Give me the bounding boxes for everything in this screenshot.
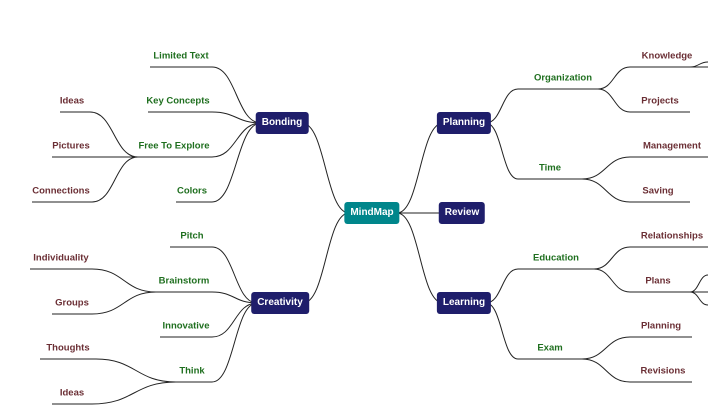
node-groups[interactable]: Groups	[55, 297, 89, 309]
link-think-child-0	[95, 358, 177, 383]
root-node-mindmap[interactable]: MindMap	[344, 202, 400, 224]
node-key-concepts[interactable]: Key Concepts	[146, 95, 210, 107]
node-planning[interactable]: Planning	[436, 112, 492, 134]
node-individuality[interactable]: Individuality	[33, 252, 89, 264]
node-knowledge[interactable]: Knowledge	[641, 50, 693, 62]
link-knowledge-continuation	[689, 61, 708, 68]
link-creativity-child-3	[211, 302, 258, 383]
node-organization[interactable]: Organization	[533, 72, 593, 84]
node-time[interactable]: Time	[538, 162, 562, 174]
link-think-child-1	[91, 381, 177, 405]
link-exam-child-1	[581, 358, 631, 383]
link-organization-child-1	[597, 88, 631, 113]
node-thoughts[interactable]: Thoughts	[46, 342, 90, 354]
node-revisions[interactable]: Revisions	[640, 365, 686, 377]
link-time-child-1	[581, 178, 631, 203]
link-plans-continuation-c	[689, 291, 708, 306]
link-root-bonding	[301, 122, 350, 214]
node-limited-text[interactable]: Limited Text	[153, 50, 209, 62]
link-root-planning	[396, 122, 444, 214]
node-learning[interactable]: Learning	[436, 292, 492, 314]
node-plans[interactable]: Plans	[645, 275, 671, 287]
link-exam-child-0	[581, 336, 631, 360]
node-ideas-think[interactable]: Ideas	[59, 387, 85, 399]
link-education-child-1	[593, 268, 631, 293]
link-education-child-0	[593, 246, 631, 270]
node-management[interactable]: Management	[642, 140, 702, 152]
link-creativity-child-0	[211, 246, 258, 304]
link-organization-child-0	[597, 66, 631, 90]
node-think[interactable]: Think	[179, 365, 205, 377]
link-bonding-child-2	[211, 122, 262, 158]
link-fte-child-0	[89, 111, 139, 158]
link-plans-continuation-a	[689, 274, 708, 293]
node-projects[interactable]: Projects	[641, 95, 679, 107]
link-bonding-child-1	[211, 111, 262, 124]
node-innovative[interactable]: Innovative	[162, 320, 210, 332]
node-planning-exam[interactable]: Planning	[640, 320, 682, 332]
node-pitch[interactable]: Pitch	[180, 230, 204, 242]
link-time-child-0	[581, 156, 631, 180]
node-saving[interactable]: Saving	[642, 185, 674, 197]
node-connections[interactable]: Connections	[32, 185, 90, 197]
link-root-creativity	[302, 212, 350, 304]
node-brainstorm[interactable]: Brainstorm	[158, 275, 210, 287]
node-bonding[interactable]: Bonding	[255, 112, 309, 134]
node-ideas-bonding[interactable]: Ideas	[59, 95, 85, 107]
node-relationships[interactable]: Relationships	[640, 230, 704, 242]
node-pictures[interactable]: Pictures	[52, 140, 90, 152]
link-fte-child-2	[91, 156, 139, 203]
node-review[interactable]: Review	[438, 202, 486, 224]
link-brainstorm-child-1	[91, 291, 157, 315]
node-creativity[interactable]: Creativity	[251, 292, 309, 314]
node-exam[interactable]: Exam	[537, 342, 563, 354]
node-free-to-explore[interactable]: Free To Explore	[138, 140, 210, 152]
link-root-learning	[396, 212, 444, 304]
link-bonding-child-3	[211, 122, 262, 203]
node-colors[interactable]: Colors	[176, 185, 208, 197]
node-education[interactable]: Education	[533, 252, 579, 264]
link-brainstorm-child-0	[91, 268, 157, 293]
link-bonding-child-0	[211, 66, 262, 124]
